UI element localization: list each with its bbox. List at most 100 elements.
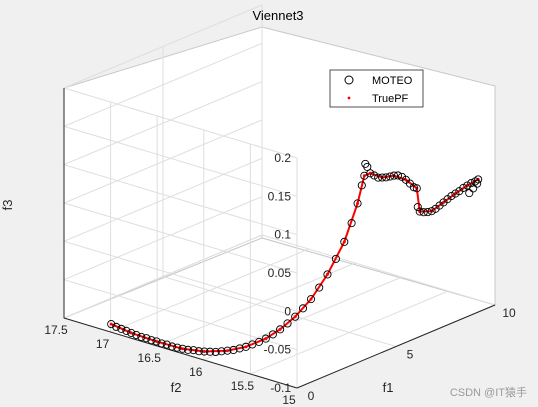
moteo-point [370,171,379,180]
moteo-point [323,270,332,279]
moteo-point [315,283,324,292]
moteo-point [268,330,277,339]
legend-label-truepf: TruePF [372,93,409,105]
moteo-point [467,179,476,188]
moteo-point [413,202,422,212]
moteo-point [183,345,193,354]
y-tick-label: 17.5 [44,323,68,337]
moteo-point [168,342,177,351]
moteo-point [211,347,220,357]
moteo-point [447,191,456,201]
moteo-point [283,319,292,328]
moteo-point [427,207,436,216]
z-tick-label: 0 [284,304,291,318]
moteo-point [423,208,432,217]
moteo-point [200,347,209,356]
moteo-point [205,347,215,356]
chart-title: Viennet3 [252,8,303,23]
moteo-point [223,346,232,355]
moteo-point [291,312,300,321]
moteo-point [173,343,182,352]
x-axis-line [296,304,496,389]
moteo-point [474,175,483,184]
x-tick-label: 5 [407,348,414,362]
tick-labels: -0.1 -0.05 0 0.05 0.1 0.15 0.2 15 15.5 16 16.5 17 17… [44,151,516,407]
y-tick-label: 16 [189,365,203,379]
moteo-point [378,173,387,182]
moteo-point [112,322,121,331]
moteo-point [194,347,203,356]
z-tick-label: 0.2 [274,151,291,165]
moteo-point [261,334,270,343]
x-axis-label: f1 [383,380,394,395]
z-tick-label: -0.1 [270,381,291,395]
moteo-point [162,340,171,349]
truepf-point [244,345,248,349]
moteo-point [189,346,198,355]
legend-label-moteo: MOTEO [372,75,413,87]
moteo-point [366,169,375,178]
moteo-point [386,172,395,181]
y-tick-label: 15 [282,393,296,407]
moteo-point [122,326,131,335]
moteo-point [229,345,238,355]
y-tick-label: 15.5 [231,379,255,393]
moteo-point [137,332,146,341]
moteo-point [347,219,356,228]
y-tick-label: 16.5 [138,351,162,365]
moteo-point [152,337,161,346]
moteo-point [459,183,468,192]
truepf-point [278,327,282,331]
truepf-point [202,350,206,354]
moteo-point [107,320,116,329]
z-axis-label: f3 [0,200,15,211]
legend-box [329,69,424,108]
moteo-point [117,324,126,333]
moteo-point [235,344,244,353]
moteo-point [363,162,372,171]
legend-marker-truepf [347,96,351,100]
grid-line-x [261,5,496,306]
moteo-point [374,173,383,182]
truepf-point [362,174,366,178]
legend: MOTEO TruePF [329,69,424,108]
truepf-point [225,349,229,353]
truepf-point [309,297,313,301]
legend-marker-moteo [344,75,354,85]
truepf-point [109,322,113,326]
moteo-point [465,189,474,198]
truepf-point [325,272,329,276]
moteo-point [473,179,482,188]
moteo-point [157,339,166,348]
truepf-point [342,240,346,244]
moteo-point [357,181,366,190]
moteo-point [389,171,399,180]
moteo-point [298,304,308,313]
moteo-point [217,347,226,356]
moteo-point [331,254,340,263]
z-tick-label: 0.1 [274,228,291,242]
moteo-point [127,328,136,337]
truepf-point [181,347,185,351]
moteo-point [178,344,187,353]
z-tick-label: 0.15 [268,189,292,203]
moteo-point [412,184,421,193]
truepf-point [129,331,133,335]
series-moteo [107,159,483,357]
z-tick-label: -0.05 [264,343,292,357]
moteo-point [451,189,460,198]
moteo-point [419,208,428,217]
y-axis-label: f2 [171,380,182,395]
moteo-point [340,237,349,246]
moteo-point [276,325,285,334]
x-tick-label: 0 [308,389,315,403]
truepf-point [155,339,158,343]
y-axis-line [63,317,298,389]
moteo-point [469,184,478,193]
axes-panes [62,26,497,389]
z-tick-label: 0.05 [268,266,292,280]
moteo-point [382,173,391,182]
truepf-point [264,337,268,341]
moteo-point [132,330,141,339]
